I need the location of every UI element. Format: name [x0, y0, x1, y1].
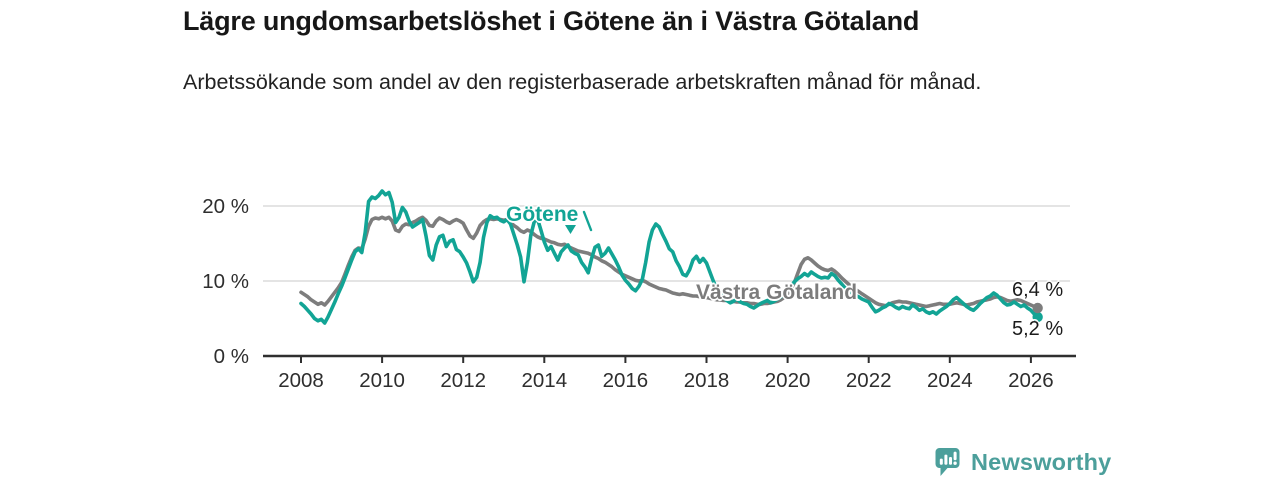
x-tick-label-2018: 2018 — [684, 369, 730, 392]
y-tick-label: 20 % — [202, 195, 249, 218]
series-end-dot-g-tene — [1032, 311, 1043, 323]
page-title: Lägre ungdomsarbetslöshet i Götene än i … — [183, 6, 920, 36]
series-end-dot-v-stra-g-taland — [1032, 302, 1043, 314]
x-tick-label-2008: 2008 — [278, 369, 324, 392]
series-line-v-stra-g-taland — [299, 215, 1040, 310]
newsworthy-logo-icon — [935, 448, 960, 476]
x-tick-label-2024: 2024 — [927, 369, 973, 392]
end-value-label-gotene: 5,2 % — [1012, 318, 1064, 340]
x-tick-label-2016: 2016 — [603, 369, 649, 392]
y-tick-label: 10 % — [202, 270, 249, 293]
series-line-g-tene — [299, 189, 1040, 325]
y-tick-label: 0 % — [214, 345, 249, 368]
newsworthy-logo-text: Newsworthy — [971, 448, 1112, 475]
chart-subtitle: Arbetssökande som andel av den registerb… — [183, 70, 982, 94]
x-tick-label-2014: 2014 — [521, 369, 567, 392]
end-value-label-vastra-gotaland: 6,4 % — [1012, 279, 1064, 301]
x-tick-label-2022: 2022 — [846, 369, 892, 392]
gotene-pointer-triangle-icon — [565, 225, 576, 234]
x-tick-label-2020: 2020 — [765, 369, 811, 392]
gotene-pointer-line — [582, 210, 593, 232]
x-tick-label-2012: 2012 — [440, 369, 486, 392]
series-label-gotene: Götene — [506, 203, 579, 226]
newsworthy-logo[interactable]: Newsworthy — [933, 446, 1111, 478]
x-tick-label-2026: 2026 — [1008, 369, 1054, 392]
x-tick-label-2010: 2010 — [359, 369, 405, 392]
series-label-vastra-gotaland: Västra Götaland — [696, 281, 858, 304]
